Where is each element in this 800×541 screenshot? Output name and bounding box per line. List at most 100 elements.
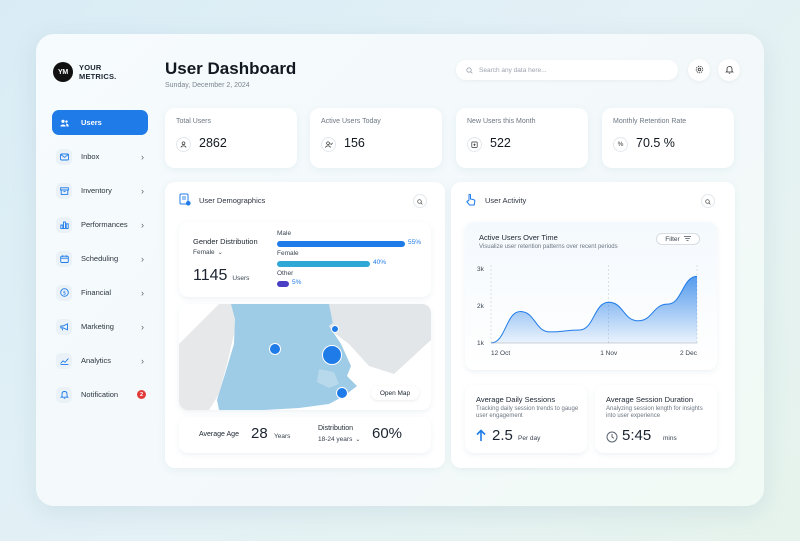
map-graphic	[179, 304, 431, 410]
search-icon	[466, 61, 473, 79]
bar-label-other: Other	[277, 270, 294, 277]
bar-pct-male: 55%	[408, 239, 422, 246]
logo-line-1: YOUR	[79, 63, 102, 72]
logo-line-2: METRICS.	[79, 72, 117, 81]
sidebar-item-financial[interactable]: $ Financial ›	[52, 280, 148, 305]
active-users-chart-card: Active Users Over Time Visualize user re…	[465, 222, 717, 370]
y-tick-label: 2k	[477, 303, 485, 310]
sidebar-item-label: Notification	[81, 390, 119, 399]
svg-text:$: $	[62, 291, 66, 297]
settings-button[interactable]	[688, 59, 710, 81]
sidebar-item-users[interactable]: Users	[52, 110, 148, 135]
panel-title: User Demographics	[199, 196, 266, 205]
map-marker[interactable]	[331, 325, 339, 333]
average-age-unit: Years	[274, 433, 291, 440]
users-unit: Users	[232, 275, 250, 282]
document-icon	[179, 193, 191, 211]
sidebar-item-label: Inventory	[81, 186, 112, 195]
series-area	[491, 276, 697, 343]
duration-description: Analyzing session length for insights in…	[606, 406, 703, 419]
users-icon	[56, 115, 72, 131]
stat-value: 522	[490, 136, 511, 150]
sidebar-item-label: Users	[81, 118, 102, 127]
search-bar[interactable]	[456, 60, 678, 80]
gender-distribution-title: Gender Distribution	[193, 237, 258, 246]
distribution-range-dropdown[interactable]: 18-24 years ⌄	[318, 436, 360, 443]
page-date: Sunday, December 2, 2024	[165, 82, 250, 89]
bar-other	[277, 281, 289, 287]
user-icon	[176, 137, 191, 152]
distribution-range: 18-24 years	[318, 436, 353, 443]
sidebar-item-label: Inbox	[81, 152, 100, 161]
bell-icon	[56, 386, 72, 403]
sessions-description: Tracking daily session trends to gauge u…	[476, 406, 579, 419]
stat-label: Active Users Today	[321, 118, 381, 125]
open-map-button[interactable]: Open Map	[371, 386, 419, 400]
sessions-value: 2.5	[492, 427, 513, 444]
inbox-icon	[56, 148, 72, 165]
x-tick-label: 12 Oct	[491, 350, 510, 357]
performance-icon	[56, 216, 72, 233]
duration-unit: mins	[663, 435, 677, 442]
chevron-right-icon: ›	[141, 287, 144, 298]
percent-icon: %	[613, 137, 628, 152]
gender-filter-dropdown[interactable]: Female ⌄	[193, 249, 223, 256]
chevron-right-icon: ›	[141, 355, 144, 366]
stat-label: Total Users	[176, 118, 212, 125]
search-input[interactable]	[479, 66, 659, 74]
brand-logo[interactable]: YM YOUR METRICS.	[53, 62, 116, 82]
analytics-icon	[56, 352, 72, 369]
stat-card-total-users[interactable]: Total Users 2862	[165, 108, 297, 168]
average-age-label: Average Age	[199, 431, 239, 438]
filter-icon	[683, 235, 691, 243]
sidebar-item-label: Performances	[81, 220, 128, 229]
map-marker[interactable]	[322, 345, 342, 365]
stat-card-active-users[interactable]: Active Users Today 156	[310, 108, 442, 168]
demographics-search-button[interactable]	[413, 194, 427, 208]
panel-title: User Activity	[485, 196, 527, 205]
user-map[interactable]: Open Map	[179, 304, 431, 410]
notification-badge: 2	[137, 390, 146, 399]
page-title: User Dashboard	[165, 59, 297, 78]
chart-title: Active Users Over Time	[479, 233, 558, 242]
notifications-button[interactable]	[718, 59, 740, 81]
sidebar-item-marketing[interactable]: Marketing ›	[52, 314, 148, 339]
distribution-label: Distribution	[318, 425, 354, 432]
sidebar-item-analytics[interactable]: Analytics ›	[52, 348, 148, 373]
bar-label-male: Male	[277, 230, 292, 237]
sidebar-item-performances[interactable]: Performances ›	[52, 212, 148, 237]
series-line	[490, 275, 698, 344]
sidebar-item-label: Financial	[81, 288, 112, 297]
duration-title: Average Session Duration	[606, 395, 693, 404]
age-distribution-card: Average Age 28 Years Distribution 18-24 …	[179, 417, 431, 453]
dashboard-window: YM YOUR METRICS. Users Inbox › Inventory…	[36, 34, 764, 506]
y-tick-label: 1k	[477, 340, 485, 347]
bar-female	[277, 261, 370, 267]
map-marker[interactable]	[269, 343, 281, 355]
stat-card-retention-rate[interactable]: Monthly Retention Rate % 70.5 %	[602, 108, 734, 168]
arrow-up-icon	[476, 429, 486, 447]
sessions-unit: Per day	[518, 435, 541, 442]
sidebar-item-scheduling[interactable]: Scheduling ›	[52, 246, 148, 271]
stat-value: 2862	[199, 136, 227, 150]
sidebar-item-inventory[interactable]: Inventory ›	[52, 178, 148, 203]
user-activity-panel: User Activity Active Users Over Time Vis…	[451, 182, 735, 468]
gear-icon	[695, 61, 704, 79]
duration-value: 5:45	[622, 427, 652, 444]
chevron-down-icon: ⌄	[217, 250, 223, 256]
chevron-down-icon: ⌄	[355, 437, 361, 443]
search-icon	[705, 192, 711, 210]
chart-filter-button[interactable]: Filter	[656, 233, 700, 245]
sidebar-item-notification[interactable]: Notification 2	[52, 382, 148, 407]
hand-pointer-icon	[465, 193, 477, 211]
stat-card-new-users[interactable]: New Users this Month 522	[456, 108, 588, 168]
map-marker[interactable]	[336, 387, 348, 399]
activity-search-button[interactable]	[701, 194, 715, 208]
chevron-right-icon: ›	[141, 321, 144, 332]
megaphone-icon	[56, 318, 72, 335]
filter-label: Filter	[665, 235, 680, 243]
sidebar-item-label: Marketing	[81, 322, 114, 331]
sidebar-item-inbox[interactable]: Inbox ›	[52, 144, 148, 169]
y-tick-label: 3k	[477, 266, 485, 273]
bar-pct-other: 5%	[292, 279, 302, 286]
